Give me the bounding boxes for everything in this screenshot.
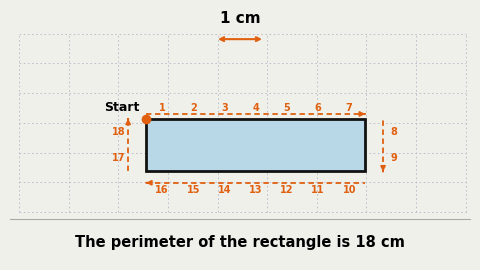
Text: 1: 1 (158, 103, 166, 113)
Bar (146, 119, 365, 171)
Text: 18: 18 (112, 127, 125, 137)
Text: 1 cm: 1 cm (220, 11, 260, 26)
Text: 6: 6 (314, 103, 322, 113)
Text: 9: 9 (390, 153, 397, 163)
Text: The perimeter of the rectangle is 18 cm: The perimeter of the rectangle is 18 cm (75, 235, 405, 251)
Text: 4: 4 (252, 103, 259, 113)
Text: 3: 3 (221, 103, 228, 113)
Text: 17: 17 (112, 153, 125, 163)
Text: 13: 13 (249, 184, 263, 195)
Text: Start: Start (104, 101, 139, 114)
Text: 16: 16 (155, 184, 169, 195)
Text: 2: 2 (190, 103, 197, 113)
Text: 8: 8 (390, 127, 397, 137)
Text: 14: 14 (217, 184, 231, 195)
Text: 10: 10 (342, 184, 356, 195)
Text: 7: 7 (346, 103, 353, 113)
Text: 12: 12 (280, 184, 294, 195)
Text: 11: 11 (311, 184, 325, 195)
Text: 15: 15 (186, 184, 200, 195)
Text: 5: 5 (283, 103, 290, 113)
